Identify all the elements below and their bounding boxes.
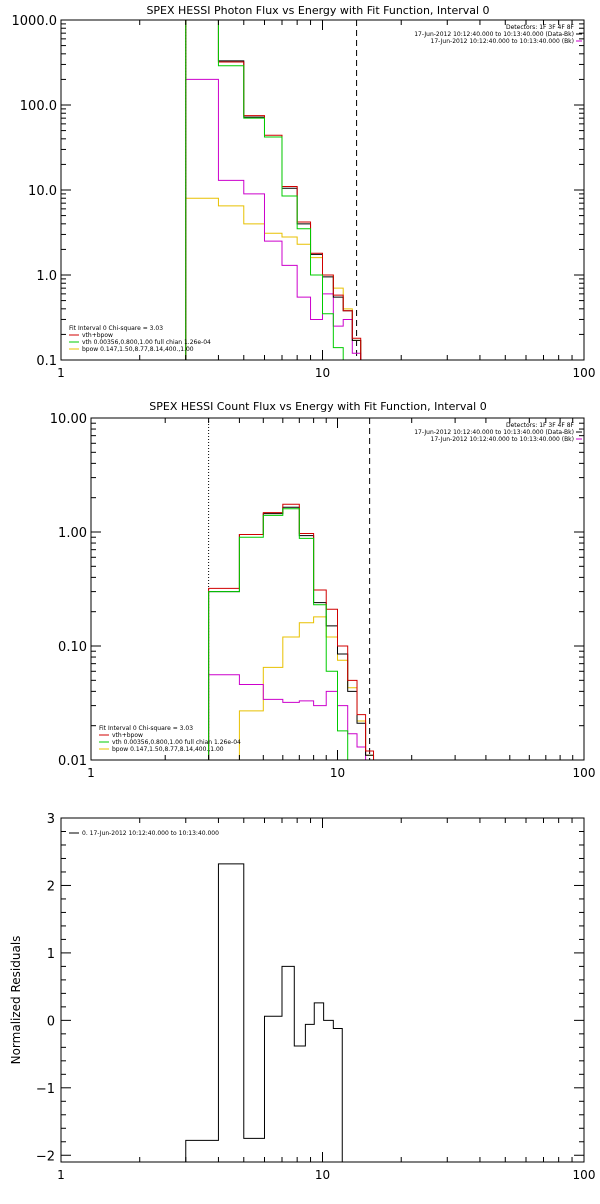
y-tick-label: 3 bbox=[47, 812, 55, 827]
y-tick-label: −2 bbox=[36, 1149, 55, 1164]
legend: Fit Interval 0 Chi-square = 3.03vth+bpow… bbox=[69, 325, 211, 353]
series-data bbox=[185, 20, 362, 360]
y-tick-label: 0.01 bbox=[58, 754, 87, 769]
residuals-chart: Normalized Residuals 1 10 100 −2 −1 0 1 2 3 0. 17… bbox=[9, 812, 596, 1182]
y-tick-label: 1000.0 bbox=[12, 14, 58, 29]
x-tick-label: 100 bbox=[573, 366, 596, 380]
legend-label-total: vth+bpow bbox=[112, 732, 143, 739]
series-bk bbox=[185, 78, 362, 360]
header-info-line: Detectors: 1F 3F 4F 8F bbox=[506, 422, 575, 429]
series-total bbox=[208, 503, 375, 760]
header-info-line: 17-Jun-2012 10:12:40.000 to 10:13:40.000… bbox=[431, 436, 574, 443]
y-tick-label: 2 bbox=[47, 879, 55, 894]
legend-label-bpow: bpow 0.147,1.50,8.77,8.14,400.,1.00 bbox=[112, 746, 224, 753]
x-tick-label: 1 bbox=[87, 766, 95, 780]
legend-label-total: vth+bpow bbox=[82, 332, 113, 339]
y-tick-label: 0.1 bbox=[36, 354, 57, 369]
legend-header: Fit Interval 0 Chi-square = 3.03 bbox=[99, 725, 193, 732]
count-flux-chart: SPEX HESSI Count Flux vs Energy with Fit… bbox=[50, 400, 596, 780]
series-data bbox=[208, 506, 375, 760]
plot-frame bbox=[90, 417, 585, 761]
x-tick-label: 10 bbox=[315, 366, 330, 380]
x-tick-label: 10 bbox=[315, 1168, 330, 1182]
y-tick-label: 0.10 bbox=[58, 640, 87, 655]
legend-header: Fit Interval 0 Chi-square = 3.03 bbox=[69, 325, 163, 332]
x-tick-label: 1 bbox=[57, 1168, 65, 1182]
y-tick-label: 0 bbox=[47, 1014, 55, 1029]
legend: Fit Interval 0 Chi-square = 3.03vth+bpow… bbox=[99, 725, 241, 753]
header-info-line: 17-Jun-2012 10:12:40.000 to 10:13:40.000… bbox=[414, 429, 574, 436]
legend: 0. 17-Jun-2012 10:12:40.000 to 10:13:40.… bbox=[69, 830, 219, 837]
series-bpow bbox=[185, 197, 362, 360]
y-tick-label: 1.0 bbox=[36, 269, 57, 284]
x-tick-label: 1 bbox=[57, 366, 65, 380]
legend-label-vth: vth 0.00356,0.800,1.00 full chian 1.26e-… bbox=[112, 739, 241, 746]
series-data bbox=[185, 863, 343, 1162]
y-tick-label: 1 bbox=[47, 947, 55, 962]
y-tick-label: 10.0 bbox=[28, 184, 57, 199]
plot-area bbox=[208, 418, 375, 760]
series-vth bbox=[185, 20, 344, 360]
residuals-ylabel: Normalized Residuals bbox=[9, 936, 23, 1065]
plot-frame bbox=[60, 817, 585, 1163]
legend-label-data: 0. 17-Jun-2012 10:12:40.000 to 10:13:40.… bbox=[82, 830, 219, 837]
y-tick-label: −1 bbox=[36, 1082, 55, 1097]
x-tick-label: 100 bbox=[573, 1168, 596, 1182]
x-tick-label: 10 bbox=[330, 766, 345, 780]
legend-label-bpow: bpow 0.147,1.50,8.77,8.14,400.,1.00 bbox=[82, 346, 194, 353]
plot-frame bbox=[60, 19, 585, 361]
header-info-line: 17-Jun-2012 10:12:40.000 to 10:13:40.000… bbox=[431, 38, 574, 45]
legend-label-vth: vth 0.00356,0.800,1.00 full chian 1.26e-… bbox=[82, 339, 211, 346]
photon-chart-title: SPEX HESSI Photon Flux vs Energy with Fi… bbox=[146, 4, 489, 17]
y-tick-label: 1.00 bbox=[58, 526, 87, 541]
x-tick-label: 100 bbox=[573, 766, 596, 780]
plot-area bbox=[185, 20, 362, 360]
series-vth bbox=[208, 508, 349, 760]
header-info-line: 17-Jun-2012 10:12:40.000 to 10:13:40.000… bbox=[414, 31, 574, 38]
header-info-line: Detectors: 1F 3F 4F 8F bbox=[506, 24, 575, 31]
y-tick-label: 100.0 bbox=[20, 99, 57, 114]
count-chart-title: SPEX HESSI Count Flux vs Energy with Fit… bbox=[149, 400, 486, 413]
series-total bbox=[185, 20, 362, 360]
photon-flux-chart: SPEX HESSI Photon Flux vs Energy with Fi… bbox=[12, 4, 596, 380]
plot-area bbox=[185, 863, 343, 1162]
series-bk bbox=[208, 674, 367, 760]
series-bpow bbox=[238, 616, 375, 760]
y-tick-label: 10.00 bbox=[50, 412, 87, 427]
